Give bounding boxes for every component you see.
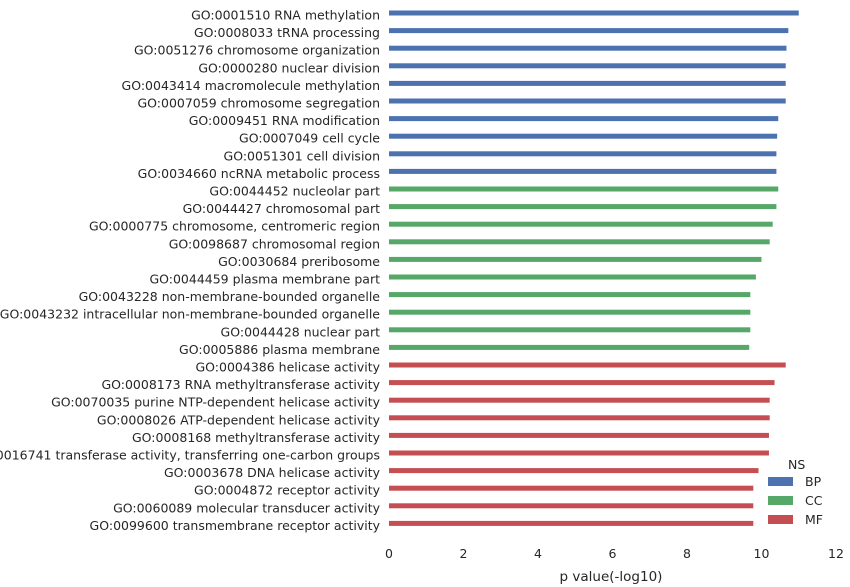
bar-bp xyxy=(389,133,778,139)
bar-mf xyxy=(389,380,775,386)
x-tick-label: 12 xyxy=(828,546,844,561)
bar-bp xyxy=(389,10,799,16)
category-label: GO:0043228 non-membrane-bounded organell… xyxy=(79,289,381,304)
category-label: GO:0016741 transferase activity, transfe… xyxy=(0,448,380,463)
bar-cc xyxy=(389,292,751,298)
bar-mf xyxy=(389,397,770,403)
bar-mf xyxy=(389,362,786,368)
bar-mf xyxy=(389,450,769,456)
bar-cc xyxy=(389,344,750,350)
category-label: GO:0004386 helicase activity xyxy=(195,360,380,375)
x-axis-label: p value(-log10) xyxy=(560,569,663,585)
x-tick-label: 4 xyxy=(534,546,542,561)
bar-bp xyxy=(389,151,777,157)
legend-swatch-mf xyxy=(768,515,793,524)
bars-group xyxy=(389,10,799,526)
category-label: GO:0043232 intracellular non-membrane-bo… xyxy=(0,307,380,322)
bar-bp xyxy=(389,28,789,34)
category-label: GO:0008026 ATP-dependent helicase activi… xyxy=(97,412,381,427)
category-label: GO:0008173 RNA methyltransferase activit… xyxy=(101,377,380,392)
bar-cc xyxy=(389,239,770,245)
bar-bp xyxy=(389,116,779,122)
legend-title: NS xyxy=(788,457,805,472)
bar-bp xyxy=(389,63,786,69)
category-label: GO:0070035 purine NTP-dependent helicase… xyxy=(51,395,381,410)
bar-bp xyxy=(389,80,786,86)
x-tick-label: 10 xyxy=(754,546,770,561)
bar-bp xyxy=(389,168,777,174)
category-label: GO:0030684 preribosome xyxy=(218,254,380,269)
bar-cc xyxy=(389,327,751,333)
bar-bp xyxy=(389,45,787,51)
bar-cc xyxy=(389,186,779,192)
bar-cc xyxy=(389,221,773,227)
bar-mf xyxy=(389,415,770,421)
x-tick-label: 6 xyxy=(609,546,617,561)
category-label: GO:0099600 transmembrane receptor activi… xyxy=(90,518,381,533)
category-label: GO:0044459 plasma membrane part xyxy=(149,272,380,287)
bar-bp xyxy=(389,98,786,104)
bar-mf xyxy=(389,503,754,509)
x-tick-label: 2 xyxy=(460,546,468,561)
x-axis-ticks: 0 2 4 6 8 10 12 xyxy=(385,546,844,561)
category-label: GO:0004872 receptor activity xyxy=(194,483,381,498)
bar-cc xyxy=(389,309,751,315)
legend-label-cc: CC xyxy=(805,493,823,508)
category-label: GO:0044428 nuclear part xyxy=(221,324,381,339)
legend-swatch-bp xyxy=(768,477,793,486)
category-label: GO:0009451 RNA modification xyxy=(189,113,380,128)
bar-cc xyxy=(389,204,777,210)
category-label: GO:0051301 cell division xyxy=(224,148,380,163)
category-label: GO:0008033 tRNA processing xyxy=(194,25,380,40)
x-tick-label: 8 xyxy=(683,546,691,561)
bar-mf xyxy=(389,520,754,526)
category-label: GO:0043414 macromolecule methylation xyxy=(122,78,380,93)
legend-label-mf: MF xyxy=(805,512,823,527)
category-labels: GO:0001510 RNA methylation GO:0008033 tRN… xyxy=(0,8,381,533)
bar-mf xyxy=(389,432,769,438)
category-label: GO:0044427 chromosomal part xyxy=(183,201,380,216)
category-label: GO:0034660 ncRNA metabolic process xyxy=(138,166,380,181)
category-label: GO:0001510 RNA methylation xyxy=(191,8,380,23)
category-label: GO:0008168 methyltransferase activity xyxy=(132,430,381,445)
bar-cc xyxy=(389,256,762,262)
category-label: GO:0007049 cell cycle xyxy=(239,131,380,146)
legend: NS BP CC MF xyxy=(768,457,823,527)
legend-items: BP CC MF xyxy=(768,474,823,527)
category-label: GO:0000280 nuclear division xyxy=(198,60,380,75)
bar-cc xyxy=(389,274,756,280)
category-label: GO:0051276 chromosome organization xyxy=(134,43,380,58)
bar-mf xyxy=(389,468,759,474)
category-label: GO:0000775 chromosome, centromeric regio… xyxy=(89,219,380,234)
category-label: GO:0044452 nucleolar part xyxy=(209,184,380,199)
category-label: GO:0005886 plasma membrane xyxy=(179,342,380,357)
category-label: GO:0007059 chromosome segregation xyxy=(137,96,380,111)
legend-label-bp: BP xyxy=(805,474,822,489)
category-label: GO:0060089 molecular transducer activity xyxy=(113,500,381,515)
x-tick-label: 0 xyxy=(385,546,393,561)
category-label: GO:0003678 DNA helicase activity xyxy=(164,465,381,480)
bar-mf xyxy=(389,485,754,491)
category-label: GO:0098687 chromosomal region xyxy=(169,236,380,251)
legend-swatch-cc xyxy=(768,496,793,505)
